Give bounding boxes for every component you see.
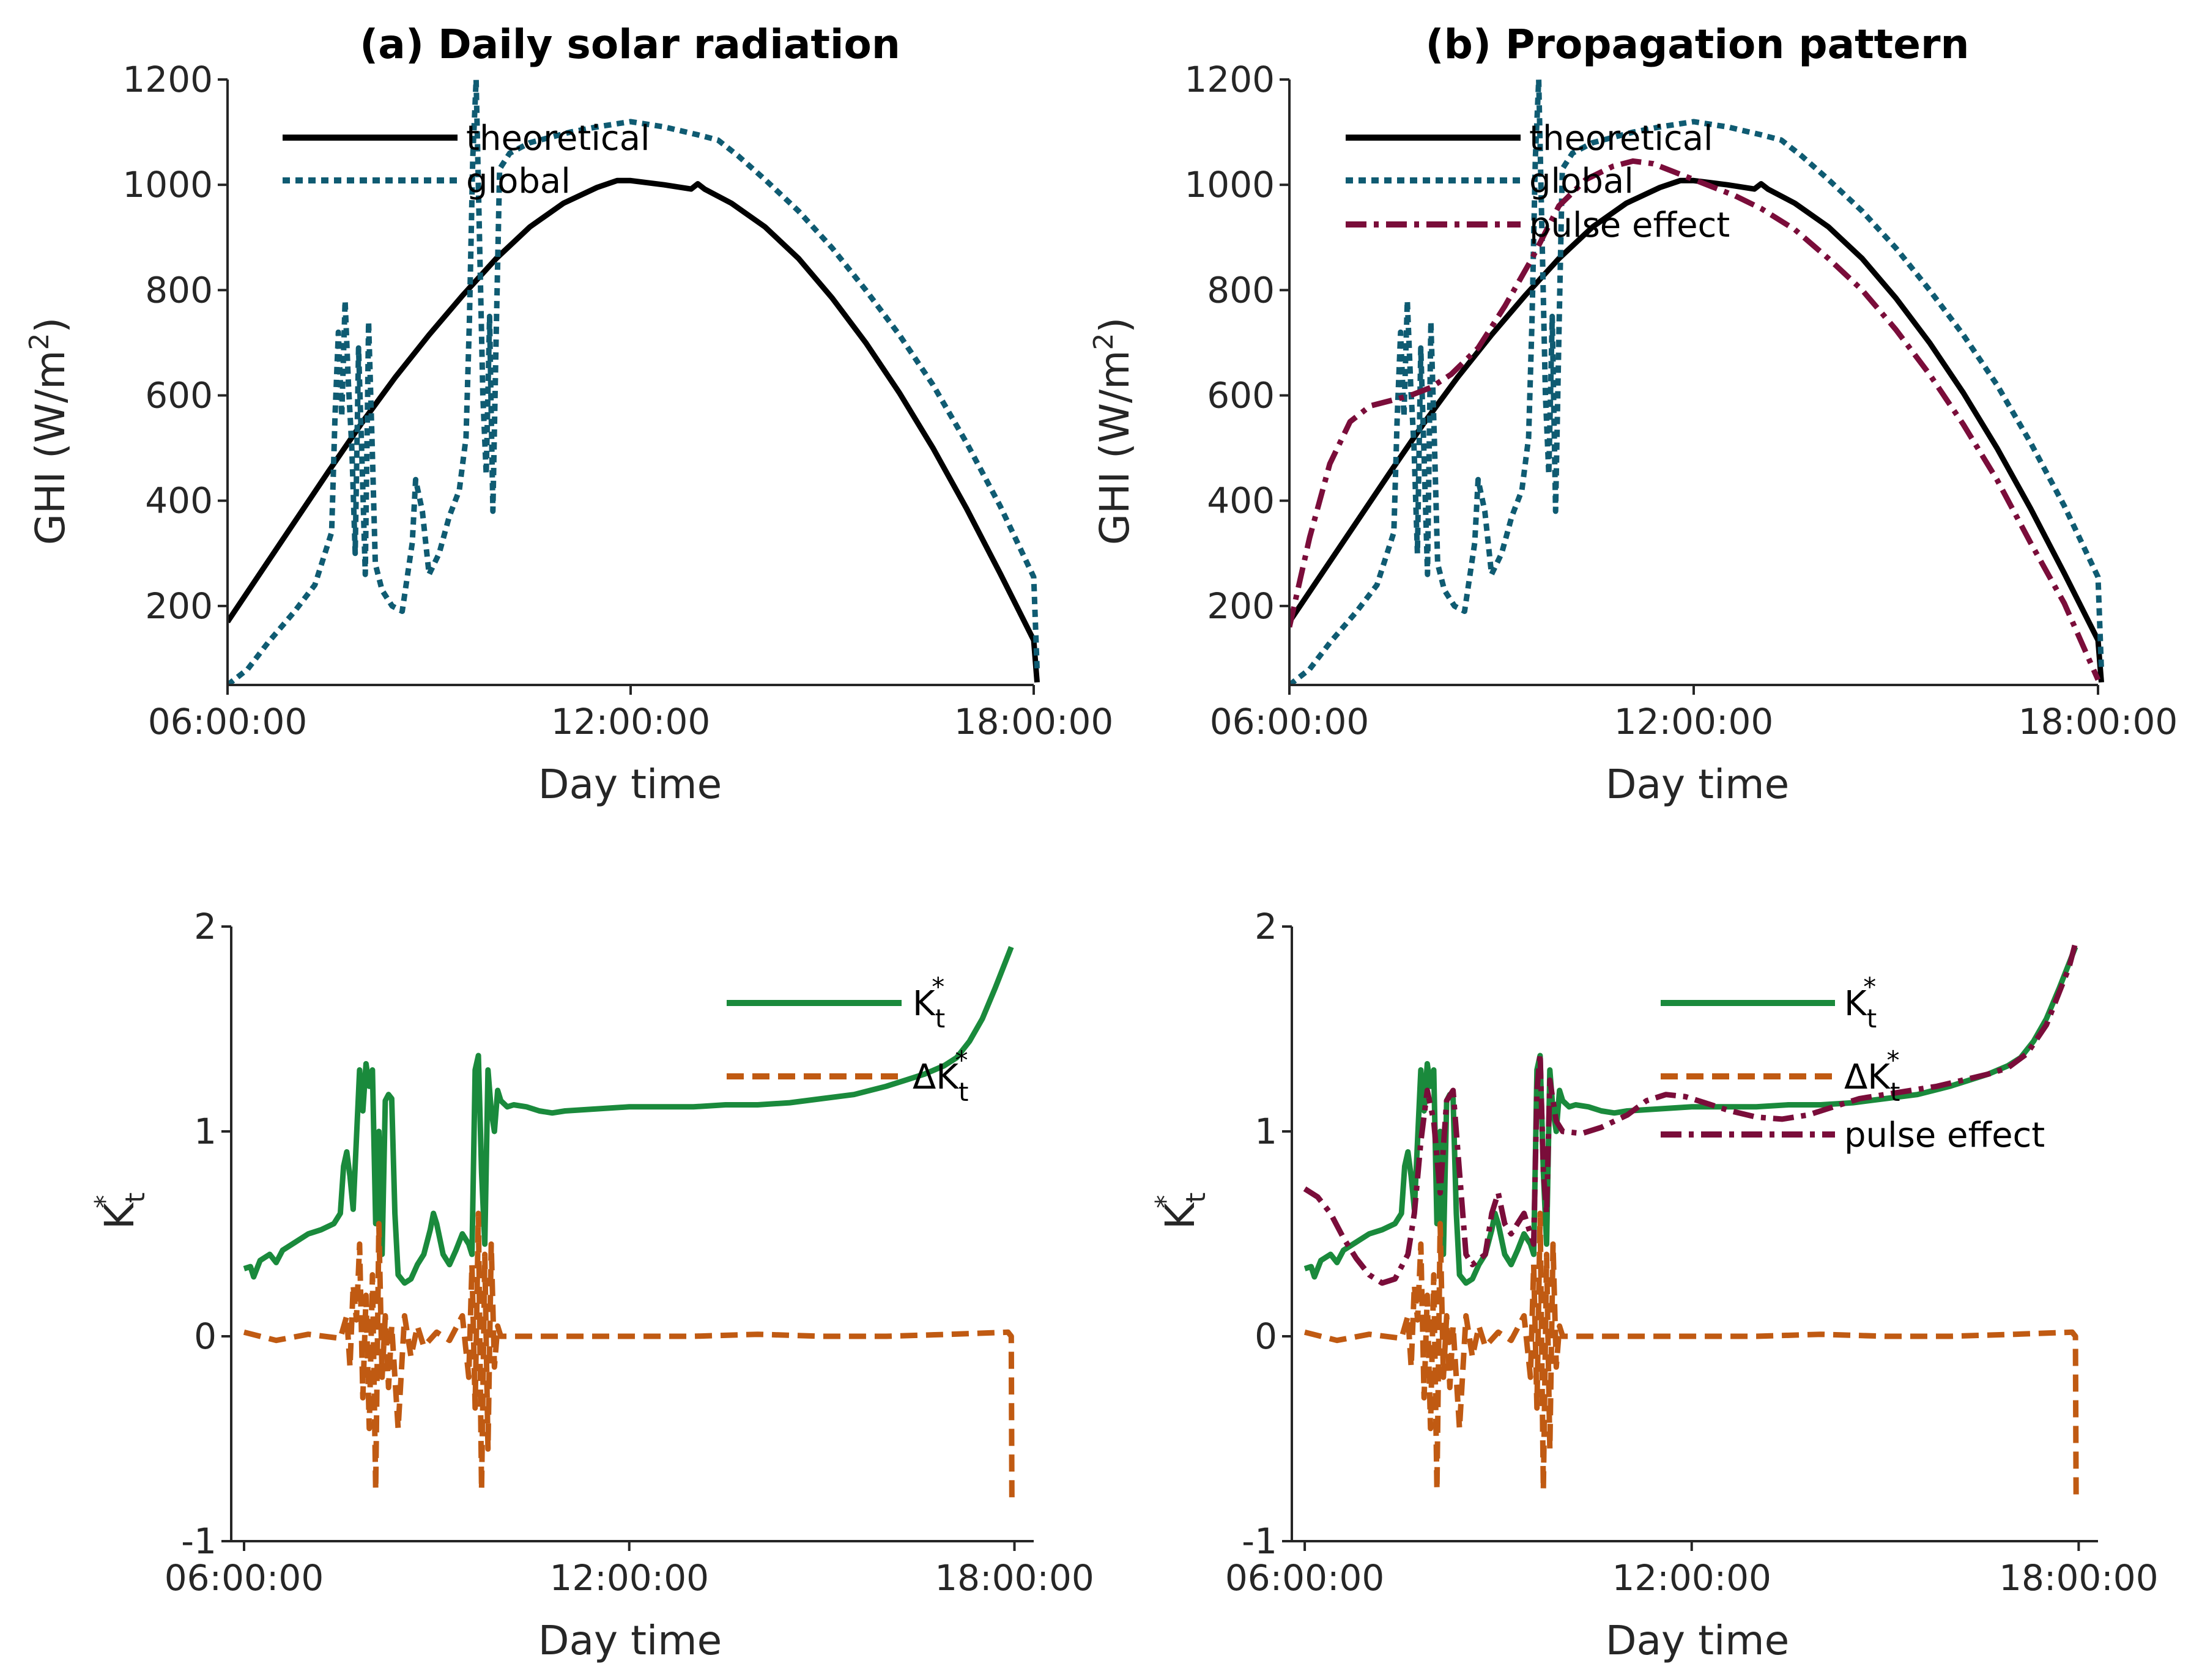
panel-c-ylabel-text: Kt* [89,1193,151,1230]
x-tick-label: 12:00:00 [1614,701,1774,742]
x-tick-label: 12:00:00 [550,1557,710,1599]
x-tick-label: 12:00:00 [551,701,711,742]
panel-c-xlabel: Day time [538,1617,722,1664]
legend-label-theoretical: theoretical [466,119,650,158]
panel-a: (a) Daily solar radiation GHI (W/m2) Day… [24,21,1113,808]
y-tick-label: 2 [194,906,217,947]
panel-d-ylabel-text: Kt* [1150,1193,1212,1230]
panel-a-xlabel: Day time [538,761,722,808]
y-tick-label: 2 [1255,906,1277,947]
panel-d-legend: Kt* ΔKt* pulse effect [1661,972,2045,1155]
panel-d: Kt* Day time -1 0 1 2 06:00:00 12:00:00 18:00:… [1150,906,2159,1664]
panel-a-ylabel: GHI (W/m2) [24,317,74,546]
panel-c-plot: -1 0 1 2 06:00:00 12:00:00 18:00:00 [165,906,1094,1599]
series-line-theoretical [1288,177,2104,683]
y-tick-label: 1000 [122,164,213,205]
panel-d-plot: -1 0 1 2 06:00:00 12:00:00 18:00:00 [1225,906,2159,1599]
y-tick-label: 400 [145,480,213,522]
x-tick-label: 18:00:00 [2018,701,2178,742]
x-tick-label: 06:00:00 [165,1557,324,1599]
y-tick-label: 1 [1255,1111,1277,1152]
y-tick-label: 200 [145,585,213,627]
series-line-theoretical [226,177,1040,683]
x-tick-label: 06:00:00 [148,701,308,742]
panel-b-legend: theoretical global pulse effect [1346,119,1730,245]
panel-b-ylabel-text: GHI (W/m2) [1088,317,1138,546]
x-tick-label: 06:00:00 [1225,1557,1385,1599]
y-tick-label: 600 [145,375,213,416]
y-tick-label: 200 [1207,585,1275,627]
series-line-global [226,76,1040,686]
y-tick-label: 800 [1207,269,1275,311]
panel-a-title: (a) Daily solar radiation [360,21,900,68]
y-tick-label: 0 [1255,1316,1277,1357]
legend-label-kt: Kt* [1844,972,1877,1034]
series-group [243,945,1015,1501]
x-tick-label: 06:00:00 [1210,701,1370,742]
series-line-pulse [1303,942,2078,1286]
y-tick-label: -1 [181,1520,217,1562]
series-line-pulse [1288,158,2101,681]
x-tick-label: 18:00:00 [1999,1557,2159,1599]
series-line-dkt [243,1210,1015,1501]
y-tick-label: 400 [1207,480,1275,522]
series-line-dkt [1303,1210,2079,1501]
panel-b-xlabel: Day time [1606,761,1789,808]
legend-label-pulse: pulse effect [1529,205,1730,245]
y-tick-label: 1000 [1184,164,1275,205]
y-tick-label: -1 [1242,1520,1277,1562]
panel-d-ylabel: Kt* [1150,1193,1212,1230]
legend-label-dkt: ΔKt* [913,1045,969,1107]
series-line-kt [243,945,1014,1286]
y-tick-label: 0 [194,1316,217,1357]
legend-label-dkt: ΔKt* [1844,1045,1900,1107]
y-tick-label: 1200 [1184,59,1275,100]
panel-a-legend: theoretical global [283,119,650,201]
x-tick-label: 18:00:00 [954,701,1114,742]
panel-a-ylabel-text: GHI (W/m2) [24,317,74,546]
series-group [1303,942,2079,1501]
panel-b-ylabel: GHI (W/m2) [1088,317,1138,546]
series-group [1288,76,2104,686]
y-tick-label: 1200 [122,59,213,100]
panel-b: (b) Propagation pattern GHI (W/m2) Day t… [1088,21,2178,808]
panel-d-xlabel: Day time [1606,1617,1789,1664]
series-group [226,76,1040,686]
panel-c-legend: Kt* ΔKt* [727,972,969,1107]
series-line-global [1288,76,2104,686]
x-tick-label: 18:00:00 [935,1557,1094,1599]
legend-label-pulse: pulse effect [1844,1116,2045,1155]
series-line-kt [1303,945,2078,1286]
legend-label-kt: Kt* [913,972,945,1034]
legend-label-global: global [466,161,571,201]
panel-c: Kt* Day time -1 0 1 2 06:00:00 12:00:00 18:00:… [89,906,1094,1664]
legend-label-global: global [1529,161,1634,201]
y-tick-label: 600 [1207,375,1275,416]
panel-a-plot: 200 400 600 800 1000 1200 06:00:00 12:00:00 18:0… [122,59,1113,742]
panel-b-plot: 200 400 600 800 1000 1200 06:00:00 12:00:00 18:0… [1184,59,2178,742]
y-tick-label: 1 [194,1111,217,1152]
x-tick-label: 12:00:00 [1612,1557,1771,1599]
legend-label-theoretical: theoretical [1529,119,1713,158]
y-tick-label: 800 [145,269,213,311]
panel-c-ylabel: Kt* [89,1193,151,1230]
panel-b-title: (b) Propagation pattern [1425,21,1969,68]
